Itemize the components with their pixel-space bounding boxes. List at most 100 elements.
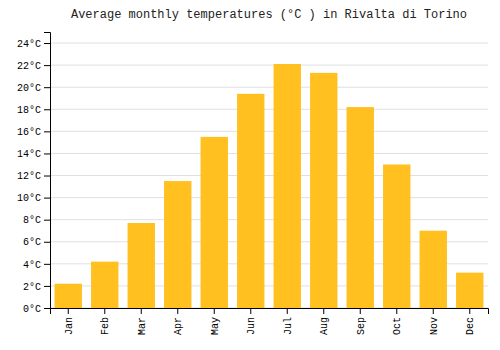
- tick: 16°C: [17, 127, 50, 138]
- axis-line: [44, 33, 51, 309]
- tick-label: Dec: [465, 317, 476, 335]
- tick: 2°C: [23, 282, 50, 293]
- tick-label: Jul: [283, 317, 294, 335]
- title: Average monthly temperatures (°C ) in Ri…: [71, 8, 467, 22]
- tick-label: 12°C: [17, 171, 41, 182]
- tick-mark: [44, 264, 50, 265]
- tick-label: 2°C: [23, 282, 41, 293]
- tick-label: Sep: [356, 317, 367, 335]
- tick-mark: [360, 308, 361, 314]
- bar: [164, 181, 191, 308]
- tick: Aug: [319, 308, 330, 335]
- grid-line: [50, 131, 488, 132]
- tick-label: Oct: [392, 317, 403, 335]
- tick: Jan: [64, 308, 75, 335]
- tick-mark: [44, 220, 50, 221]
- tick: Feb: [100, 308, 111, 335]
- tick: Sep: [356, 308, 367, 335]
- tick: 6°C: [23, 237, 50, 248]
- grid-line: [50, 109, 488, 110]
- bar: [128, 223, 155, 308]
- tick-label: Jun: [246, 317, 257, 335]
- tick-label: May: [210, 317, 221, 335]
- tick-mark: [44, 153, 50, 154]
- x-axis: Jan Feb Mar Apr May Jun Jul Aug Sep Oct Nov Dec: [51, 308, 489, 335]
- tick-label: 18°C: [17, 105, 41, 116]
- tick-mark: [214, 308, 215, 314]
- tick: 8°C: [23, 215, 50, 226]
- bar: [420, 231, 447, 308]
- tick: 12°C: [17, 171, 50, 182]
- tick: 22°C: [17, 61, 50, 72]
- tick: Jul: [283, 308, 294, 335]
- tick: 4°C: [23, 260, 50, 271]
- tick-label: 10°C: [17, 193, 41, 204]
- tick: Dec: [465, 308, 476, 335]
- tick: 24°C: [17, 39, 50, 50]
- tick-label: Nov: [429, 317, 440, 335]
- tick-mark: [44, 109, 50, 110]
- bar: [274, 64, 301, 308]
- bar: [383, 164, 410, 308]
- bars: [55, 64, 484, 308]
- tick-label: 6°C: [23, 237, 41, 248]
- tick-label: 16°C: [17, 127, 41, 138]
- tick-mark: [104, 308, 105, 314]
- axis-line: [51, 309, 489, 315]
- grid-line: [50, 219, 488, 220]
- tick-mark: [287, 308, 288, 314]
- tick: 20°C: [17, 83, 50, 94]
- tick-label: Apr: [173, 317, 184, 335]
- tick-mark: [44, 242, 50, 243]
- tick-label: 24°C: [17, 39, 41, 50]
- chart: 0°C 2°C 4°C 6°C 8°C 10°C 12°C 14°C 16°C 18°C 20°C 2…: [0, 0, 500, 350]
- tick: May: [210, 308, 221, 335]
- bar: [237, 94, 264, 308]
- tick: Nov: [429, 308, 440, 335]
- tick: Apr: [173, 308, 184, 335]
- tick-mark: [44, 198, 50, 199]
- tick-mark: [396, 308, 397, 314]
- tick-mark: [44, 43, 50, 44]
- tick-label: Feb: [100, 317, 111, 335]
- tick-mark: [44, 286, 50, 287]
- grid-line: [50, 197, 488, 198]
- tick: Jun: [246, 308, 257, 335]
- tick-mark: [44, 131, 50, 132]
- tick-label: 4°C: [23, 260, 41, 271]
- tick-label: 8°C: [23, 215, 41, 226]
- tick-mark: [250, 308, 251, 314]
- y-axis: 0°C 2°C 4°C 6°C 8°C 10°C 12°C 14°C 16°C 18°C 20°C 2…: [17, 33, 51, 315]
- tick-mark: [44, 308, 50, 309]
- tick-mark: [44, 176, 50, 177]
- tick-label: 20°C: [17, 83, 41, 94]
- tick: Oct: [392, 308, 403, 335]
- bar: [310, 73, 337, 308]
- grid-line: [50, 175, 488, 176]
- tick-mark: [68, 308, 69, 314]
- grid-line: [50, 65, 488, 66]
- grid-line: [50, 153, 488, 154]
- tick-label: 0°C: [23, 304, 41, 315]
- bar: [456, 273, 483, 308]
- tick-mark: [44, 65, 50, 66]
- tick-label: Jan: [64, 317, 75, 335]
- bar: [347, 107, 374, 308]
- tick-mark: [433, 308, 434, 314]
- tick: Mar: [137, 308, 148, 335]
- tick-mark: [177, 308, 178, 314]
- tick: 18°C: [17, 105, 50, 116]
- plot: 0°C 2°C 4°C 6°C 8°C 10°C 12°C 14°C 16°C 18°C 20°C 2…: [17, 33, 489, 336]
- tick-label: Mar: [137, 317, 148, 335]
- grid-line: [50, 87, 488, 88]
- grid: [50, 43, 488, 308]
- tick-mark: [44, 87, 50, 88]
- tick-mark: [469, 308, 470, 314]
- tick-label: 22°C: [17, 61, 41, 72]
- tick-mark: [323, 308, 324, 314]
- tick-label: 14°C: [17, 149, 41, 160]
- tick: 10°C: [17, 193, 50, 204]
- tick: 14°C: [17, 149, 50, 160]
- bar: [55, 284, 82, 308]
- tick: 0°C: [23, 304, 50, 315]
